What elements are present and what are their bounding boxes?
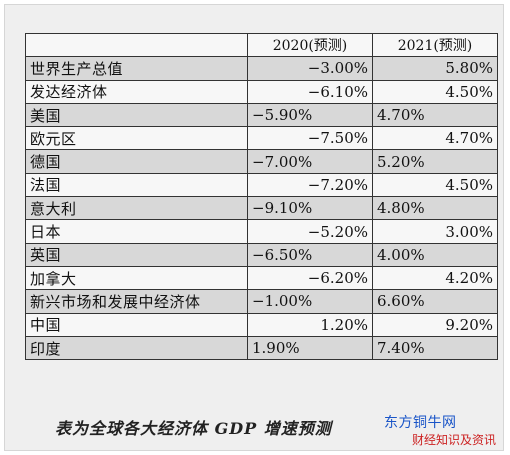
header-2020-cell: 2020(预测) [247,32,373,58]
value-2020: −3.00% [247,56,373,81]
value-2021: 4.80% [372,196,498,221]
value-2020: −7.20% [247,172,373,198]
value-2021: 5.80% [372,56,498,81]
value-2021: 3.00% [372,219,498,244]
economy-name: 新兴市场和发展中经济体 [25,289,248,314]
table-row: 世界生产总值 −3.00% 5.80% [25,56,498,81]
value-2020: −9.10% [247,196,373,221]
value-2021: 4.50% [372,79,498,104]
value-2020: −6.20% [247,265,373,291]
value-2020: −6.50% [247,242,373,267]
table-row: 加拿大 −6.20% 4.20% [25,265,498,291]
value-2020: −7.00% [247,149,373,174]
table-row: 法国 −7.20% 4.50% [25,172,498,198]
value-2021: 4.70% [372,126,498,151]
economy-name: 加拿大 [25,265,248,291]
value-2020: −6.10% [247,79,373,104]
value-2020: 1.20% [247,312,373,337]
value-2020: −5.90% [247,102,373,128]
table-row: 日本 −5.20% 3.00% [25,219,498,244]
value-2021: 4.50% [372,172,498,198]
economy-name: 法国 [25,172,248,198]
value-2021: 4.70% [372,102,498,128]
economy-name: 英国 [25,242,248,267]
gdp-forecast-table: 2020(预测) 2021(预测) 世界生产总值 −3.00% 5.80% 发达… [25,32,498,361]
table-row: 欧元区 −7.50% 4.70% [25,126,498,151]
table-row: 新兴市场和发展中经济体 −1.00% 6.60% [25,289,498,314]
economy-name: 意大利 [25,196,248,221]
value-2020: −7.50% [247,126,373,151]
value-2021: 4.20% [372,265,498,291]
economy-name: 中国 [25,312,248,337]
value-2020: −5.20% [247,219,373,244]
table-row: 发达经济体 −6.10% 4.50% [25,79,498,104]
value-2021: 5.20% [372,149,498,174]
table-caption: 表为全球各大经济体 GDP 增速预测 [55,419,332,438]
watermark-tagline: 财经知识及资讯 [412,433,497,447]
table-row: 印度 1.90% 7.40% [25,335,498,361]
table-row: 德国 −7.00% 5.20% [25,149,498,174]
value-2020: 1.90% [247,335,373,361]
economy-name: 美国 [25,102,248,128]
value-2020: −1.00% [247,289,373,314]
figure-frame: 2020(预测) 2021(预测) 世界生产总值 −3.00% 5.80% 发达… [4,4,504,451]
header-2021-cell: 2021(预测) [372,32,498,58]
table-row: 意大利 −9.10% 4.80% [25,196,498,221]
economy-name: 德国 [25,149,248,174]
economy-name: 日本 [25,219,248,244]
value-2021: 6.60% [372,289,498,314]
economy-name: 印度 [25,335,248,361]
header-name-cell [25,32,248,58]
value-2021: 9.20% [372,312,498,337]
economy-name: 发达经济体 [25,79,248,104]
table-row: 中国 1.20% 9.20% [25,312,498,337]
table-header-row: 2020(预测) 2021(预测) [25,32,498,58]
table-row: 英国 −6.50% 4.00% [25,242,498,267]
economy-name: 世界生产总值 [25,56,248,81]
economy-name: 欧元区 [25,126,248,151]
table-row: 美国 −5.90% 4.70% [25,102,498,128]
watermark-site-name: 东方铜牛网 [384,415,457,431]
value-2021: 4.00% [372,242,498,267]
value-2021: 7.40% [372,335,498,361]
